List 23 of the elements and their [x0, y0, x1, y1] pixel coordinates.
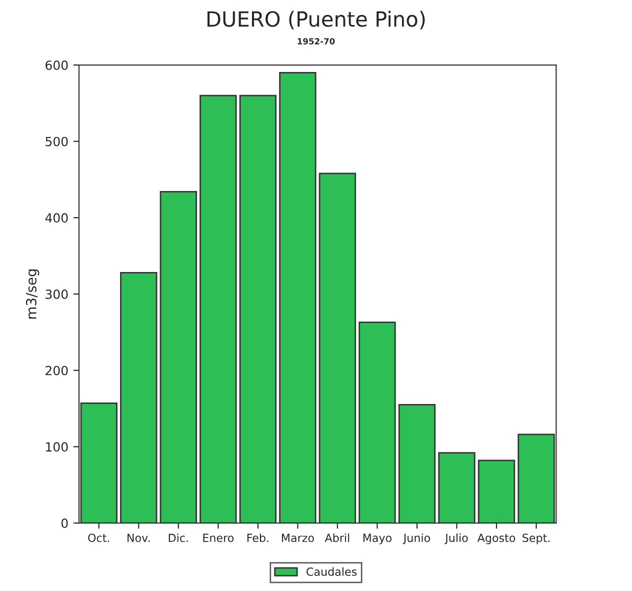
y-tick-label: 600	[46, 60, 68, 70]
x-tick-label: Enero	[203, 534, 234, 542]
chart-subtitle: 1952-70	[298, 38, 335, 44]
x-tick-label: Oct.	[88, 534, 110, 542]
x-tick-label: Dic.	[168, 533, 188, 542]
y-tick-label: 200	[46, 366, 68, 376]
x-tick-label: Agosto	[477, 534, 516, 544]
y-axis-title: m3/seg	[26, 269, 40, 319]
x-tick-label: Abril	[324, 533, 350, 542]
x-tick-label: Julio	[444, 533, 468, 544]
y-tick-label: 100	[46, 442, 68, 452]
x-tick-label: Sept.	[522, 534, 550, 544]
x-tick-label: Feb.	[247, 533, 268, 542]
y-tick-label: 500	[46, 136, 68, 146]
y-tick-label: 0	[61, 518, 68, 528]
legend-label: Caudales	[306, 567, 357, 576]
y-tick-label: 400	[45, 213, 68, 223]
x-tick-label: Mayo	[363, 534, 392, 544]
x-tick-label: Junio	[402, 533, 430, 544]
x-tick-label: Nov.	[128, 534, 150, 542]
y-tick-label: 300	[46, 289, 68, 299]
chart-title: DUERO (Puente Pino)	[208, 10, 425, 30]
x-tick-label: Marzo	[282, 534, 314, 542]
